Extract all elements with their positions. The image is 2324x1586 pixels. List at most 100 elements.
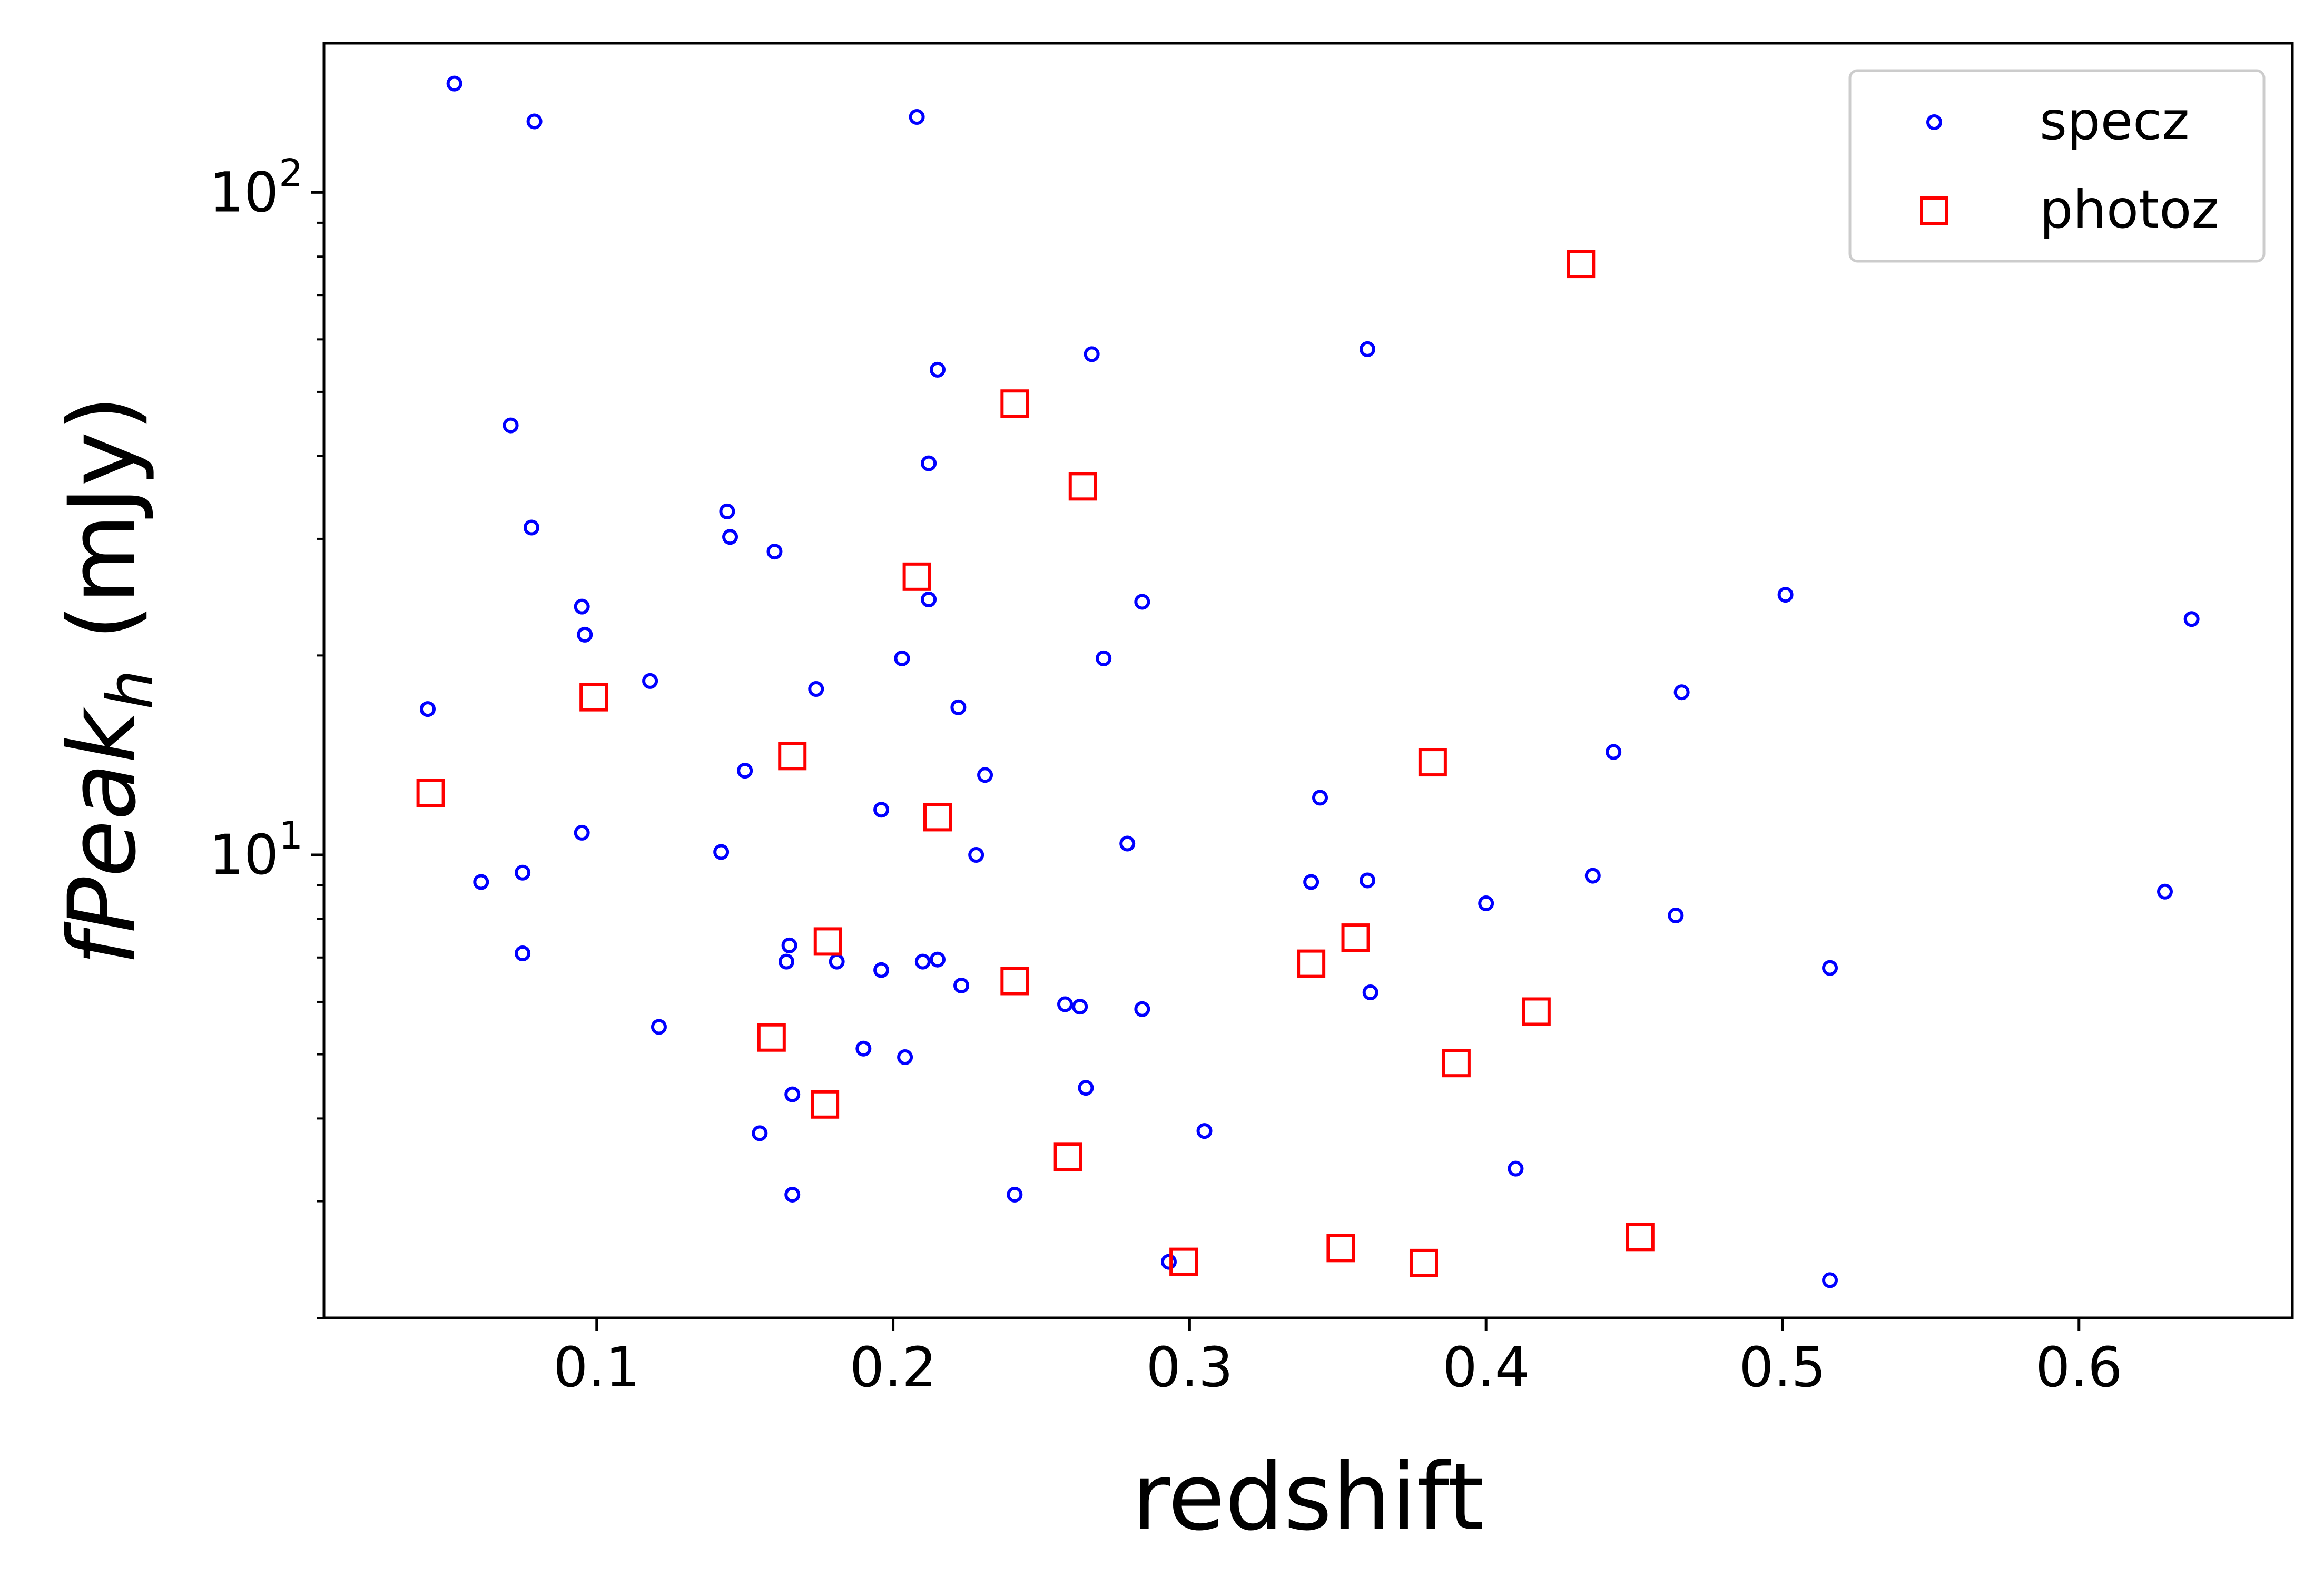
x-tick-label: 0.1 — [553, 1335, 640, 1400]
specz-point — [515, 864, 531, 881]
photoz-point — [416, 779, 445, 807]
legend-photoz-label: photoz — [2040, 179, 2219, 240]
specz-point — [419, 701, 436, 717]
photoz-point — [1522, 997, 1551, 1026]
specz-point — [1584, 868, 1601, 884]
x-tick-label: 0.2 — [850, 1335, 937, 1400]
y-tick-label-base: 10 — [209, 160, 279, 224]
specz-point — [1673, 684, 1690, 701]
specz-point — [909, 109, 925, 125]
specz-point — [950, 699, 967, 715]
legend-box — [1848, 69, 2266, 263]
specz-point — [929, 951, 946, 968]
photoz-point — [1000, 967, 1029, 996]
specz-series — [419, 75, 2200, 1288]
specz-point — [1822, 960, 1838, 976]
specz-point — [894, 650, 910, 666]
x-tick-label: 0.6 — [2035, 1335, 2122, 1400]
photoz-point — [1409, 1248, 1438, 1277]
specz-point — [651, 1019, 667, 1035]
specz-point — [784, 1086, 801, 1102]
photoz-series — [416, 250, 1655, 1277]
y-tick-label-exponent: 2 — [279, 151, 303, 195]
photoz-point — [811, 1090, 840, 1119]
specz-point — [752, 1125, 768, 1141]
specz-point — [1084, 346, 1100, 362]
photoz-point — [1000, 389, 1029, 418]
specz-point — [1057, 996, 1074, 1012]
plot-frame — [322, 42, 2294, 1319]
specz-point — [1668, 908, 1684, 924]
photoz-point — [1053, 1142, 1082, 1171]
y-axis-label-unit: (mJy) — [48, 396, 156, 670]
legend-specz-label: specz — [2040, 90, 2190, 152]
y-axis-label-quantity: fPeak — [48, 706, 156, 966]
specz-point — [737, 763, 753, 779]
specz-point — [873, 962, 890, 978]
plot-area — [416, 75, 2200, 1288]
specz-point — [574, 598, 590, 615]
specz-point — [642, 673, 658, 689]
specz-point — [1303, 874, 1319, 890]
specz-point — [577, 626, 593, 643]
specz-point — [977, 767, 993, 783]
specz-point — [1134, 1001, 1150, 1017]
specz-point — [921, 455, 937, 471]
photoz-point — [1567, 250, 1596, 279]
specz-point — [2183, 611, 2200, 627]
x-tick-label: 0.3 — [1146, 1335, 1233, 1400]
specz-point — [1360, 341, 1376, 357]
specz-point — [1072, 999, 1088, 1015]
x-tick-label: 0.4 — [1442, 1335, 1529, 1400]
photoz-point — [757, 1023, 786, 1052]
photoz-point — [902, 562, 931, 591]
specz-point — [953, 978, 970, 994]
legend-photoz-marker — [1920, 196, 1948, 225]
specz-point — [897, 1049, 913, 1066]
specz-point — [503, 417, 519, 434]
specz-point — [1360, 872, 1376, 889]
specz-point — [1119, 835, 1136, 852]
y-tick-label: 101 — [209, 813, 303, 887]
photoz-point — [778, 742, 807, 771]
photoz-point — [1169, 1247, 1198, 1276]
y-tick-label: 102 — [209, 151, 303, 224]
y-axis-label-subscript: h — [94, 669, 168, 710]
specz-point — [2156, 883, 2173, 900]
x-tick-label: 0.5 — [1739, 1335, 1826, 1400]
specz-point — [1822, 1272, 1838, 1288]
specz-point — [523, 519, 539, 536]
specz-point — [1478, 895, 1494, 911]
specz-point — [1078, 1080, 1094, 1096]
specz-point — [1007, 1186, 1023, 1203]
specz-point — [1362, 984, 1378, 1001]
specz-point — [1196, 1123, 1213, 1139]
photoz-point — [923, 803, 952, 832]
photoz-point — [1297, 949, 1326, 978]
legend-specz-marker — [1926, 114, 1942, 130]
specz-point — [713, 844, 730, 860]
y-axis-label: fPeakh (mJy) — [48, 396, 168, 966]
specz-point — [1160, 1254, 1177, 1270]
specz-point — [574, 824, 590, 841]
y-tick-label-base: 10 — [209, 823, 279, 887]
photoz-point — [1418, 748, 1447, 777]
specz-point — [855, 1040, 872, 1057]
specz-point — [719, 503, 735, 519]
specz-point — [808, 681, 824, 697]
specz-point — [446, 75, 462, 92]
specz-point — [929, 361, 946, 378]
photoz-point — [813, 927, 842, 956]
photoz-point — [1068, 472, 1097, 501]
legend: specz photoz — [1848, 69, 2266, 263]
specz-point — [1606, 744, 1622, 760]
specz-point — [1312, 790, 1328, 806]
specz-point — [778, 953, 794, 970]
specz-point — [1777, 587, 1794, 603]
specz-point — [722, 529, 738, 545]
x-axis-label: redshift — [1132, 1443, 1484, 1551]
photoz-point — [1326, 1234, 1355, 1263]
